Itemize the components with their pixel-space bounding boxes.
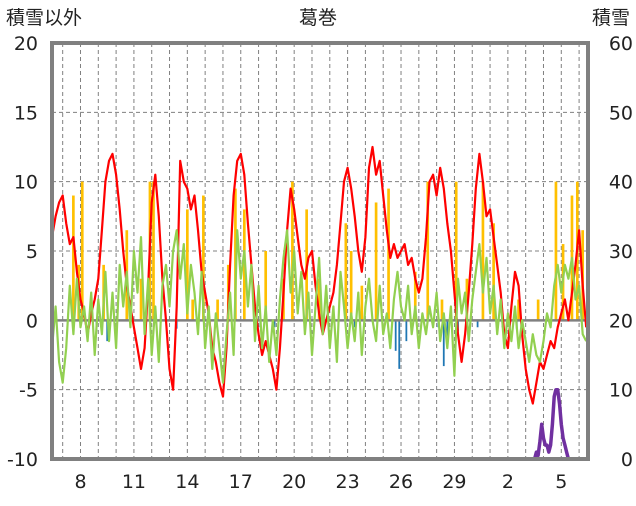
precipitation-bar (273, 320, 276, 328)
sunshine-bar (413, 271, 417, 321)
sunshine-bar (344, 223, 348, 321)
sunshine-bar (374, 202, 378, 321)
right-tick-label: 0 (621, 449, 633, 471)
sunshine-bar (152, 181, 155, 321)
chart-title: 葛巻 (299, 7, 337, 29)
right-tick-label: 40 (609, 172, 633, 194)
left-tick-label: -5 (19, 380, 38, 402)
sunshine-bar (465, 278, 469, 321)
x-tick-label: 20 (282, 471, 306, 493)
precipitation-bar (394, 320, 397, 351)
sunshine-bar (191, 299, 195, 321)
right-tick-label: 60 (609, 33, 633, 55)
sunshine-bar (80, 181, 84, 321)
precipitation-bar (476, 320, 479, 328)
sunshine-bar (454, 181, 458, 321)
temperature-line (50, 145, 588, 405)
plot-frame (50, 41, 590, 461)
precipitation-bar (353, 320, 356, 328)
right-axis-title: 積雪 (592, 7, 630, 29)
sunshine-bar (554, 181, 558, 321)
right-tick-label: 10 (609, 380, 633, 402)
left-axis-title: 積雪以外 (6, 7, 82, 29)
x-tick-label: 8 (74, 471, 86, 493)
x-tick-label: 26 (389, 471, 413, 493)
precipitation-bar (446, 320, 449, 342)
snow_depth-line (52, 387, 588, 461)
x-tick-label: 14 (175, 471, 199, 493)
left-tick-label: -10 (7, 449, 38, 471)
sunshine-bar (317, 278, 321, 321)
sunshine-bar (426, 181, 430, 321)
left-tick-label: 15 (14, 102, 38, 124)
x-tick-label: 2 (502, 471, 514, 493)
sunshine-bar (264, 251, 268, 321)
x-tick-label: 11 (122, 471, 146, 493)
left-tick-label: 5 (26, 241, 38, 263)
sunshine-bar (186, 209, 189, 321)
right-tick-label: 30 (609, 241, 633, 263)
sunshine-bar (536, 299, 540, 321)
precipitation-bar (442, 320, 445, 367)
precipitation-bar (106, 320, 109, 342)
left-tick-label: 0 (26, 310, 38, 332)
left-tick-label: 10 (14, 172, 38, 194)
sunshine-bar (291, 181, 294, 321)
left-tick-label: 20 (14, 33, 38, 55)
sunshine-bar (349, 251, 353, 321)
precipitation-bar (405, 320, 408, 342)
green_series-line (50, 229, 588, 384)
sunshine-bar (387, 188, 390, 321)
sunshine-bar (72, 195, 75, 321)
grid-layer (52, 43, 588, 459)
right-tick-label: 20 (609, 310, 633, 332)
precipitation-bar (398, 320, 401, 369)
sunshine-bar (202, 195, 205, 321)
sunshine-bar (440, 299, 444, 321)
x-tick-label: 29 (442, 471, 466, 493)
x-tick-label: 23 (336, 471, 360, 493)
x-tick-label: 5 (555, 471, 567, 493)
lines-layer (50, 145, 588, 461)
sunshine-bar (139, 278, 143, 321)
sunshine-bar (216, 299, 219, 321)
sunshine-bar (360, 285, 364, 321)
sunshine-bar (481, 181, 485, 321)
x-tick-label: 17 (229, 471, 253, 493)
sunshine-bar (517, 299, 520, 321)
right-tick-label: 50 (609, 102, 633, 124)
sunshine-bar (492, 223, 495, 321)
